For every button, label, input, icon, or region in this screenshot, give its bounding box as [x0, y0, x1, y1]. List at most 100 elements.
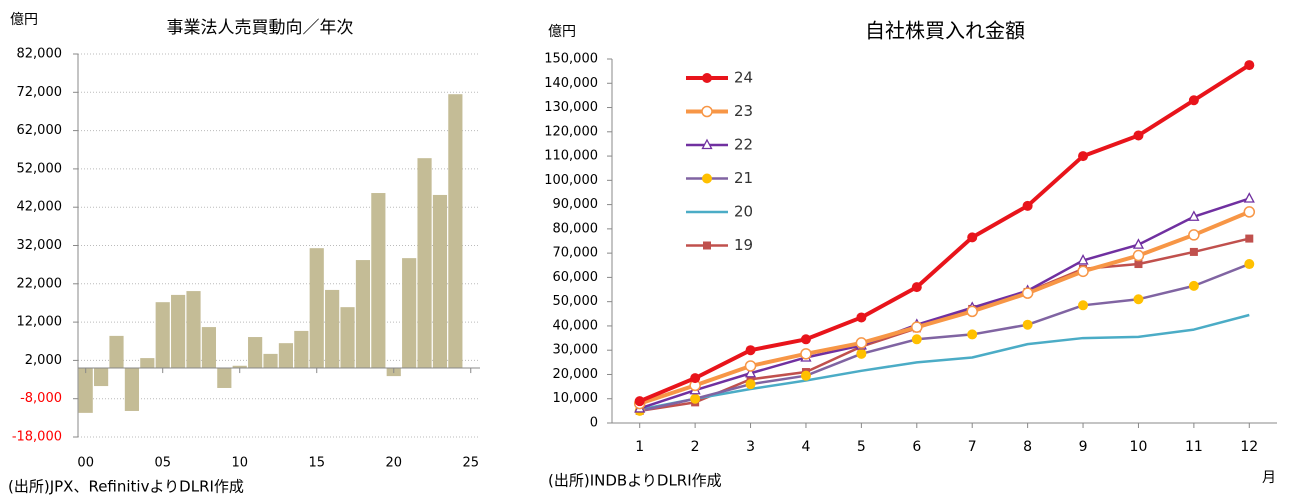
- y-tick-label: 140,000: [544, 76, 598, 91]
- marker: [1189, 247, 1198, 256]
- marker: [1188, 210, 1200, 221]
- x-tick-label: 10: [231, 456, 248, 471]
- y-tick-label: 42,000: [17, 200, 63, 215]
- x-tick-label: 6: [912, 439, 921, 455]
- y-tick-label: 12,000: [17, 315, 63, 330]
- marker: [1078, 300, 1089, 311]
- bar: [309, 248, 324, 369]
- marker: [1134, 260, 1143, 269]
- bar: [325, 289, 340, 369]
- y-tick-label: 62,000: [17, 123, 63, 138]
- x-tick-label: 10: [1130, 439, 1148, 455]
- y-tick-label: 60,000: [553, 270, 599, 285]
- x-tick-label: 1: [635, 439, 644, 455]
- line: [638, 63, 1251, 404]
- chart: 事業法人売買動向／年次 億円 (出所)JPX、RefinitivよりDLRI作成 -1…: [8, 12, 480, 496]
- line: [639, 313, 1250, 411]
- bar: [201, 327, 217, 369]
- line: [639, 210, 1251, 406]
- marker: [744, 360, 757, 372]
- chart: 自社株買入れ金額 億円 (出所)INDBよりDLRI作成 月 0 10,000 20,000…: [544, 19, 1277, 490]
- x-tick-label: 5: [857, 439, 866, 455]
- marker: [800, 370, 811, 381]
- y-tick-label: 2,000: [25, 353, 62, 368]
- marker: [1132, 249, 1145, 262]
- line: [639, 197, 1250, 410]
- y-tick-label: 32,000: [17, 238, 63, 253]
- bar: [109, 335, 124, 369]
- y-tick-label: 22,000: [17, 276, 63, 291]
- y-tick-label: 30,000: [553, 343, 599, 358]
- marker: [1133, 130, 1144, 141]
- marker: [690, 373, 701, 384]
- marker: [966, 305, 978, 318]
- marker: [690, 393, 701, 404]
- legend-marker: [703, 241, 711, 250]
- marker: [911, 334, 922, 345]
- marker: [1244, 60, 1255, 71]
- y-axis-label: 億円: [10, 12, 38, 28]
- marker: [1243, 206, 1256, 218]
- bar: [448, 94, 463, 369]
- marker: [634, 396, 645, 407]
- bar: [217, 368, 232, 388]
- legend-label: 22: [734, 136, 753, 154]
- bar: [248, 337, 263, 369]
- chart-title: 事業法人売買動向／年次: [167, 18, 354, 38]
- x-tick-label: 25: [462, 456, 479, 471]
- bar: [371, 193, 386, 369]
- marker: [1132, 238, 1145, 249]
- marker: [1077, 265, 1089, 278]
- x-tick-label: 2: [691, 439, 700, 455]
- marker: [1077, 254, 1089, 265]
- y-tick-label: 50,000: [553, 294, 599, 309]
- bar: [402, 258, 417, 369]
- x-tick-label: 12: [1240, 439, 1258, 455]
- x-tick-label: 05: [154, 456, 171, 471]
- marker: [1021, 287, 1034, 299]
- y-tick-label: 90,000: [553, 197, 599, 212]
- chart-title: 自社株買入れ金額: [865, 19, 1025, 43]
- bar: [140, 358, 155, 369]
- marker: [1243, 192, 1255, 203]
- marker: [1244, 259, 1255, 270]
- marker: [800, 348, 812, 360]
- legend-marker: [701, 138, 713, 150]
- y-tick-label: 0: [590, 416, 598, 431]
- legend-marker: [702, 73, 712, 83]
- marker: [1078, 151, 1089, 162]
- legend-marker: [702, 173, 712, 184]
- marker: [856, 348, 867, 359]
- y-tick-label: 100,000: [544, 173, 598, 188]
- marker: [1022, 319, 1033, 330]
- y-tick-label: 82,000: [17, 47, 63, 62]
- legend-label: 21: [734, 169, 753, 187]
- marker: [967, 232, 978, 243]
- x-tick-label: 15: [308, 456, 325, 471]
- y-tick-label: 150,000: [544, 52, 598, 67]
- marker: [800, 334, 811, 345]
- marker: [1188, 95, 1199, 106]
- y-tick-label: 40,000: [553, 318, 599, 333]
- legend-marker: [701, 105, 713, 118]
- marker: [855, 337, 868, 349]
- y-tick-label: 52,000: [17, 161, 63, 176]
- marker: [745, 345, 756, 356]
- x-tick-label: 8: [1023, 439, 1032, 455]
- marker: [1133, 294, 1144, 305]
- x-tick-label: 20: [385, 456, 402, 471]
- y-tick-label: 70,000: [553, 246, 599, 261]
- x-tick-label: 3: [746, 439, 755, 455]
- legend-label: 24: [734, 69, 753, 87]
- y-tick-label: 72,000: [17, 85, 63, 100]
- source-note: (出所)JPX、RefinitivよりDLRI作成: [8, 478, 244, 496]
- marker: [911, 321, 923, 333]
- x-axis-label: 月: [1262, 470, 1276, 486]
- source-note: (出所)INDBよりDLRI作成: [548, 472, 722, 490]
- marker: [745, 379, 756, 390]
- y-tick-label: 10,000: [553, 391, 599, 406]
- y-tick-label: 130,000: [544, 100, 598, 115]
- x-tick-label: 00: [77, 456, 94, 471]
- y-tick-label: 120,000: [544, 124, 598, 139]
- bar: [278, 343, 294, 369]
